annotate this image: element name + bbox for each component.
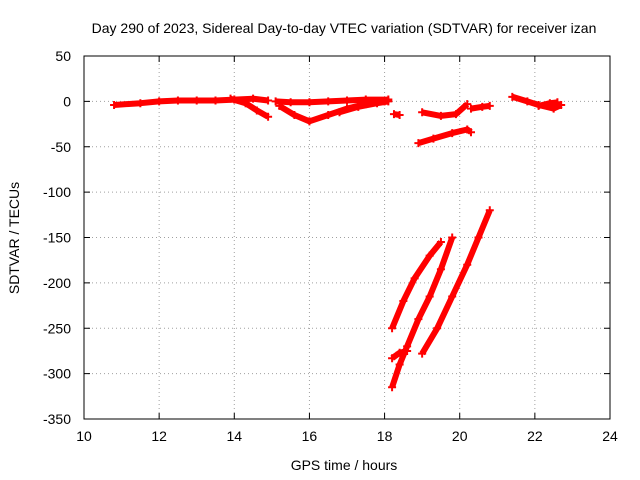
y-tick-label: -100 [43, 184, 71, 200]
data-point [264, 112, 273, 121]
data-point [343, 96, 351, 105]
x-tick-label: 16 [302, 428, 318, 444]
data-point [286, 98, 295, 107]
data-point [271, 97, 280, 106]
series-arc-15 [419, 209, 493, 356]
series-arc-9 [417, 126, 473, 146]
data-point [324, 110, 333, 119]
data-point [436, 238, 445, 247]
data-point [136, 99, 145, 108]
series-arc-7 [421, 101, 470, 119]
data-point [466, 104, 475, 113]
data-point [451, 110, 460, 119]
data-point [425, 292, 434, 301]
data-point [448, 129, 457, 138]
data-point [478, 102, 487, 111]
data-point [433, 324, 442, 333]
data-point [414, 139, 423, 148]
data-point [290, 110, 299, 119]
data-point [275, 101, 284, 110]
x-tick-label: 22 [527, 428, 543, 444]
y-axis-label: SDTVAR / TECUs [6, 182, 22, 294]
data-point [523, 97, 532, 106]
series-arc-2 [229, 95, 270, 120]
x-tick-label: 12 [151, 428, 167, 444]
data-point [252, 106, 261, 115]
data-point [485, 206, 494, 215]
data-point [305, 117, 314, 126]
data-point [211, 96, 220, 105]
data-point [388, 324, 397, 333]
data-point [436, 111, 445, 120]
data-point [410, 274, 419, 283]
data-point [414, 315, 423, 324]
data-point [418, 108, 427, 117]
x-tick-label: 14 [226, 428, 242, 444]
y-tick-label: -200 [43, 275, 71, 291]
data-point [241, 99, 250, 108]
data-point [192, 96, 201, 105]
data-point [335, 108, 344, 117]
data-point [403, 346, 412, 355]
series-arc-5 [338, 98, 389, 116]
y-tick-label: 0 [63, 93, 71, 109]
data-point [388, 354, 397, 363]
data-point [485, 101, 494, 110]
data-point [395, 348, 404, 357]
data-point [264, 96, 273, 105]
y-tick-label: -50 [51, 139, 71, 155]
plot-series [110, 92, 566, 392]
y-tick-label: -350 [43, 411, 71, 427]
data-point [395, 360, 404, 369]
y-tick-label: -300 [43, 366, 71, 382]
chart-title: Day 290 of 2023, Sidereal Day-to-day VTE… [92, 20, 597, 36]
data-point [395, 110, 404, 119]
data-point [534, 101, 543, 110]
data-point [354, 102, 363, 111]
data-point [324, 97, 333, 106]
data-point [384, 97, 393, 106]
data-point [226, 94, 235, 103]
x-tick-label: 18 [377, 428, 393, 444]
y-tick-label: 50 [55, 48, 71, 64]
axes: 10 12 14 16 18 20 22 24 50 0 -50 -100 -150 -200 -250 -3… [43, 48, 618, 444]
data-point [448, 233, 457, 242]
data-point [545, 99, 554, 108]
data-point [373, 99, 382, 108]
data-point [474, 233, 483, 242]
data-point [463, 100, 472, 109]
data-point [436, 265, 445, 274]
data-point [425, 251, 434, 260]
data-point [429, 134, 438, 143]
data-point [553, 98, 562, 107]
data-point [448, 292, 457, 301]
data-point [110, 101, 119, 110]
data-point [399, 297, 408, 306]
x-tick-label: 10 [76, 428, 92, 444]
data-point [549, 104, 558, 113]
data-point [508, 92, 517, 101]
x-tick-label: 24 [602, 428, 618, 444]
y-tick-label: -250 [43, 320, 71, 336]
data-point [173, 96, 182, 105]
grid [84, 56, 610, 419]
data-point [305, 98, 314, 107]
data-point [466, 128, 475, 137]
data-point [418, 349, 427, 358]
data-point [388, 383, 397, 392]
y-tick-label: -150 [43, 230, 71, 246]
x-axis-label: GPS time / hours [291, 457, 398, 473]
data-point [463, 260, 472, 269]
x-tick-label: 20 [452, 428, 468, 444]
data-point [249, 94, 258, 103]
data-point [155, 97, 164, 106]
